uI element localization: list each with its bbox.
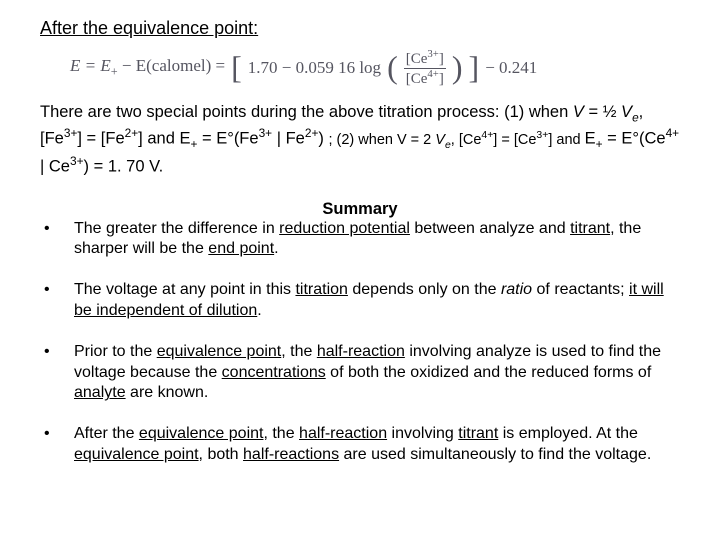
fraction: [Ce3+] [Ce4+] (404, 49, 446, 87)
right-paren: ) (452, 51, 463, 83)
text-run: half-reaction (317, 343, 405, 360)
text-run: concentrations (222, 364, 326, 381)
summary-list: •The greater the difference in reduction… (40, 219, 680, 466)
text-run: titration (295, 281, 347, 298)
left-sq-bracket: [ (231, 51, 242, 83)
list-item-text: Prior to the equivalence point, the half… (74, 342, 680, 404)
text-run: titrant (458, 425, 498, 442)
text-run: ratio (501, 281, 532, 298)
text-run: of both the oxidized and the reduced for… (326, 364, 652, 381)
text-run: are known. (126, 384, 209, 401)
right-sq-bracket: ] (469, 51, 480, 83)
text-run: , the (263, 425, 299, 442)
summary-title: Summary (40, 200, 680, 219)
text-run: end point (208, 240, 274, 257)
text-run: of reactants; (532, 281, 629, 298)
bullet-dot: • (40, 219, 74, 240)
text-run: half-reactions (243, 446, 339, 463)
section-heading: After the equivalence point: (40, 18, 680, 39)
equation: E = E+ − E(calomel) = [ 1.70 − 0.059 16 … (70, 49, 680, 87)
text-run: . (274, 240, 278, 257)
text-run: , both (199, 446, 243, 463)
text-run: half-reaction (299, 425, 387, 442)
eq-const: 1.70 − 0.059 16 log (248, 58, 381, 78)
list-item: •The greater the difference in reduction… (40, 219, 680, 261)
list-item-text: After the equivalence point, the half-re… (74, 424, 680, 466)
text-run: After the (74, 425, 139, 442)
text-run: . (257, 302, 261, 319)
eq-text: E = E+ − E(calomel) = (70, 56, 225, 79)
text-run: equivalence point (139, 425, 264, 442)
text-run: depends only on the (348, 281, 501, 298)
list-item: •Prior to the equivalence point, the hal… (40, 342, 680, 404)
bullet-dot: • (40, 424, 74, 445)
list-item-text: The greater the difference in reduction … (74, 219, 680, 261)
text-run: equivalence point (74, 446, 199, 463)
eq-tail: − 0.241 (485, 58, 537, 78)
text-run: equivalence point (157, 343, 282, 360)
text-run: analyte (74, 384, 126, 401)
text-run: is employed. At the (498, 425, 638, 442)
left-paren: ( (387, 51, 398, 83)
text-run: involving (387, 425, 458, 442)
list-item: •After the equivalence point, the half-r… (40, 424, 680, 466)
text-run: reduction potential (279, 220, 410, 237)
text-run: , the (281, 343, 317, 360)
slide-root: After the equivalence point: E = E+ − E(… (0, 0, 720, 506)
bullet-dot: • (40, 342, 74, 363)
text-run: titrant (570, 220, 610, 237)
text-run: between analyze and (410, 220, 570, 237)
text-run: The voltage at any point in this (74, 281, 295, 298)
text-run: The greater the difference in (74, 220, 279, 237)
list-item: •The voltage at any point in this titrat… (40, 280, 680, 322)
text-run: Prior to the (74, 343, 157, 360)
text-run: are used simultaneously to find the volt… (339, 446, 651, 463)
bullet-dot: • (40, 280, 74, 301)
special-points-paragraph: There are two special points during the … (40, 101, 680, 178)
list-item-text: The voltage at any point in this titrati… (74, 280, 680, 322)
